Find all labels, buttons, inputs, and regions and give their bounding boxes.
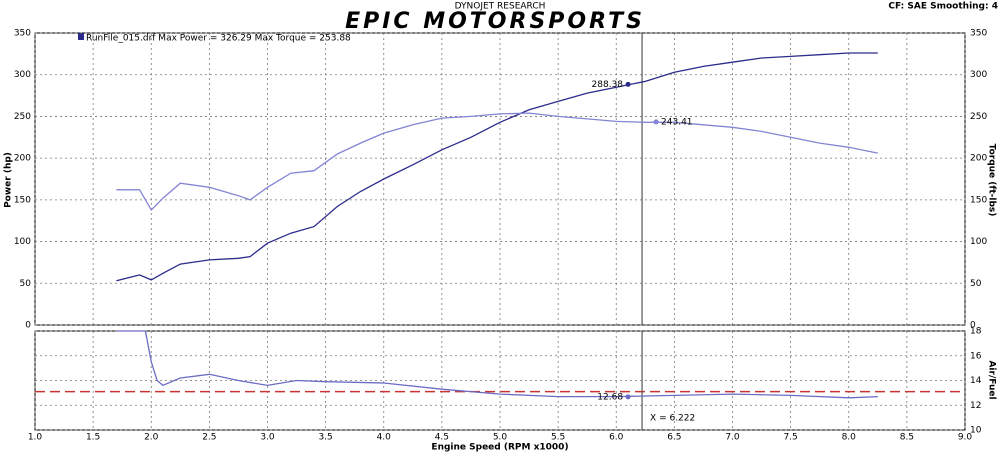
y2-tick-label: 300 bbox=[970, 70, 987, 80]
x-tick-label: 7.0 bbox=[725, 433, 740, 443]
cursor-value: 12.68 bbox=[597, 392, 623, 402]
x-tick-label: 2.5 bbox=[202, 433, 216, 443]
y2-tick-label: 350 bbox=[970, 29, 987, 39]
y2-tick-label: 12 bbox=[970, 401, 981, 411]
y-tick-label: 200 bbox=[14, 154, 31, 164]
y2-tick-label: 0 bbox=[970, 321, 976, 331]
x-tick-label: 6.5 bbox=[667, 433, 681, 443]
series-line bbox=[116, 112, 878, 211]
logo: EPIC MOTORSPORTS bbox=[345, 9, 645, 34]
x-tick-label: 7.5 bbox=[783, 433, 797, 443]
y-tick-label: 50 bbox=[20, 279, 32, 289]
x-tick-label: 4.5 bbox=[435, 433, 449, 443]
x-axis-title: Engine Speed (RPM x1000) bbox=[431, 443, 568, 452]
legend-text: RunFile_015.drf Max Power = 326.29 Max T… bbox=[86, 34, 351, 44]
x-tick-label: 1.5 bbox=[86, 433, 100, 443]
cursor-dot bbox=[625, 394, 631, 400]
y-tick-label: 0 bbox=[25, 321, 31, 331]
series-line bbox=[116, 330, 878, 399]
y2-tick-label: 16 bbox=[970, 351, 982, 361]
afr-axis-title: Air/Fuel bbox=[987, 360, 997, 399]
y2-tick-label: 250 bbox=[970, 112, 987, 122]
x-tick-label: 9.0 bbox=[958, 433, 973, 443]
y-axis-title: Power (hp) bbox=[4, 152, 14, 208]
x-tick-label: 6.0 bbox=[609, 433, 624, 443]
y2-tick-label: 50 bbox=[970, 279, 982, 289]
y2-tick-label: 150 bbox=[970, 195, 987, 205]
x-tick-label: 5.0 bbox=[493, 433, 508, 443]
y2-tick-label: 10 bbox=[970, 426, 982, 436]
y-tick-label: 300 bbox=[14, 70, 31, 80]
x-tick-label: 3.0 bbox=[260, 433, 275, 443]
y2-tick-label: 14 bbox=[970, 376, 982, 386]
cursor-value: 243.41 bbox=[661, 117, 693, 127]
legend-swatch bbox=[78, 33, 84, 40]
x-tick-label: 5.5 bbox=[551, 433, 565, 443]
x-tick-label: 4.0 bbox=[377, 433, 392, 443]
cursor-dot bbox=[625, 81, 631, 87]
y-tick-label: 150 bbox=[14, 195, 31, 205]
x-tick-label: 3.5 bbox=[318, 433, 332, 443]
x-tick-label: 2.0 bbox=[144, 433, 159, 443]
y2-tick-label: 200 bbox=[970, 154, 987, 164]
y2-tick-label: 18 bbox=[970, 327, 982, 337]
y2-axis-title: Torque (ft-lbs) bbox=[987, 144, 997, 217]
x-tick-label: 1.0 bbox=[28, 433, 43, 443]
brand: DYNOJET RESEARCH bbox=[455, 2, 546, 12]
settings: CF: SAE Smoothing: 4 bbox=[888, 2, 998, 12]
y2-tick-label: 100 bbox=[970, 237, 987, 247]
cursor-label: X = 6.222 bbox=[650, 414, 695, 424]
cursor-dot bbox=[653, 119, 659, 125]
y-tick-label: 250 bbox=[14, 112, 31, 122]
y-tick-label: 350 bbox=[14, 29, 31, 39]
y-tick-label: 100 bbox=[14, 237, 31, 247]
cursor-value: 288.38 bbox=[592, 80, 624, 90]
x-tick-label: 8.0 bbox=[842, 433, 857, 443]
series-line bbox=[116, 52, 878, 282]
x-tick-label: 8.5 bbox=[900, 433, 914, 443]
